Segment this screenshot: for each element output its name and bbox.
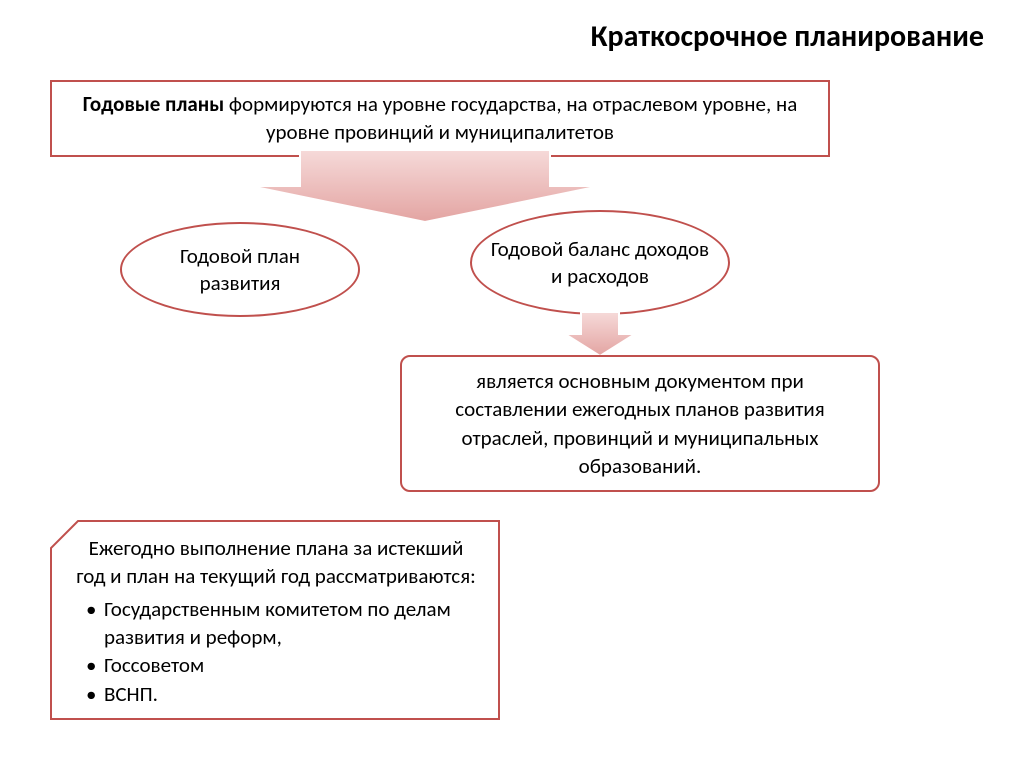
ellipse-left-text: Годовой план развития [138,243,342,296]
page-title: Краткосрочное планирование [591,18,984,55]
top-box-bold: Годовые планы [83,91,224,117]
top-box-rest: формируются на уровне государства, на от… [224,91,797,145]
arrow-small-icon [565,312,635,356]
ellipse-left: Годовой план развития [120,222,360,317]
bottom-intro: Ежегодно выполнение плана за истекший го… [72,534,480,591]
list-item: Госсоветом [82,651,480,679]
ellipse-right: Годовой баланс доходов и расходов [470,210,730,315]
bottom-list: Государственным комитетом по делам разви… [72,595,480,708]
arrow-big-icon [250,150,600,222]
list-item: Государственным комитетом по делам разви… [82,595,480,652]
list-item: ВСНП. [82,680,480,708]
mid-box-text: является основным документом при составл… [455,368,824,479]
bottom-box: Ежегодно выполнение плана за истекший го… [50,520,500,720]
ellipse-right-text: Годовой баланс доходов и расходов [488,236,712,289]
bottom-box-content: Ежегодно выполнение плана за истекший го… [50,520,500,722]
top-box: Годовые планы формируются на уровне госу… [50,80,830,157]
mid-box: является основным документом при составл… [400,355,880,492]
